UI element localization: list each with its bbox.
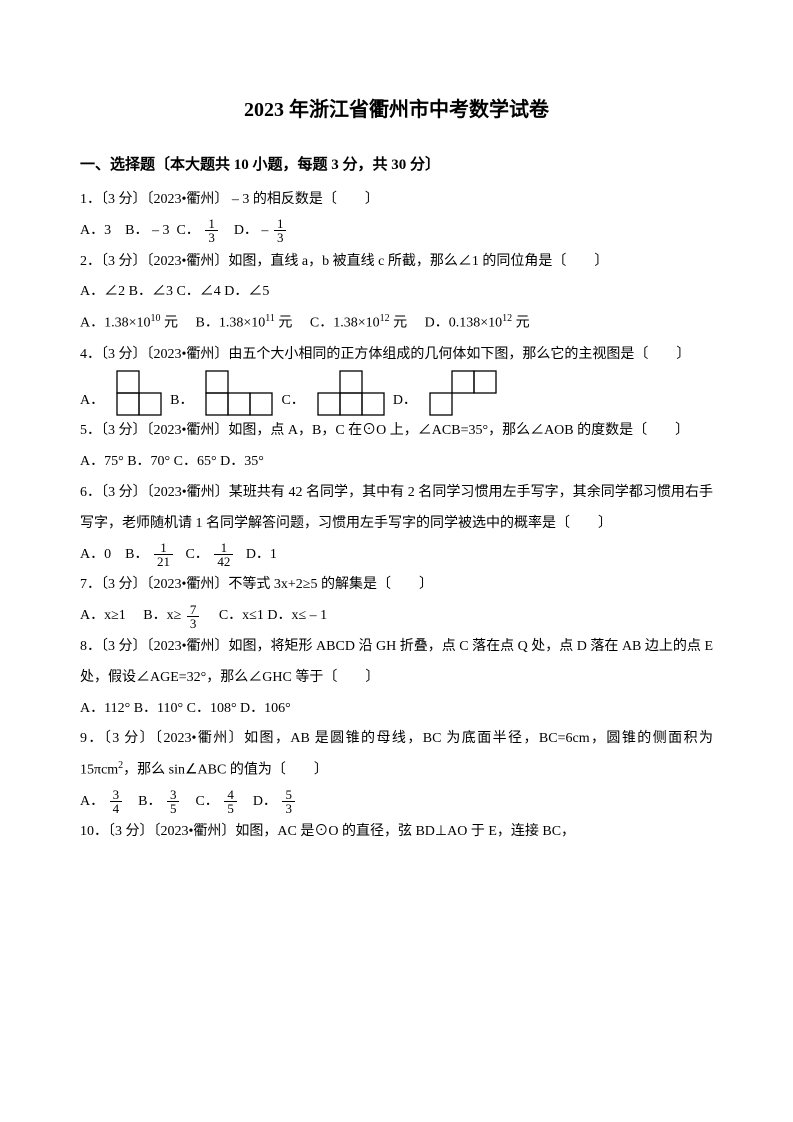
question-10: 10．〔3 分〕〔2023•衢州〕如图，AC 是⊙O 的直径，弦 BD⊥AO 于… [80,817,713,848]
q3-d: D．0.138×10 [425,316,503,331]
question-7: 7．〔3 分〕〔2023•衢州〕不等式 3x+2≥5 的解集是〔 〕 A．x≥1… [80,570,713,632]
q9-d-pre: D． [253,794,277,809]
q1-opt-a: A．3 [80,223,111,238]
q4-view-d-icon [429,370,497,416]
q3-a-unit: 元 [161,316,179,331]
q1-stem: 1．〔3 分〕〔2023•衢州〕 – 3 的相反数是〔 〕 [80,192,379,207]
exam-title: 2023 年浙江省衢州市中考数学试卷 [80,90,713,130]
q9-stem-p2: ，那么 sin∠ABC 的值为〔 〕 [123,763,328,778]
question-9: 9．〔3 分〕〔2023•衢州〕如图，AB 是圆锥的母线，BC 为底面半径，BC… [80,724,713,817]
fraction-icon: 35 [167,788,180,815]
q9-a-pre: A． [80,794,104,809]
q6-c-pre: C． [185,547,208,562]
fraction-icon: 53 [282,788,295,815]
q3-a: A．1.38×10 [80,316,151,331]
question-1: 1．〔3 分〕〔2023•衢州〕 – 3 的相反数是〔 〕 A．3 B． – 3… [80,185,713,247]
q4-view-c-icon [317,370,385,416]
section-1-header: 一、选择题〔本大题共 10 小题，每题 3 分，共 30 分〕 [80,150,713,180]
q3-d-exp: 12 [502,313,512,324]
q2-stem: 2．〔3 分〕〔2023•衢州〕如图，直线 a，b 被直线 c 所截，那么∠1 … [80,254,608,269]
q4-a-label: A． [80,386,104,417]
q1-opt-c-pre: C． [176,223,199,238]
q6-d: D．1 [246,547,277,562]
q8-stem: 8．〔3 分〕〔2023•衢州〕如图，将矩形 ABCD 沿 GH 折叠，点 C … [80,639,713,685]
fraction-icon: 13 [274,217,287,244]
q9-b-pre: B． [138,794,161,809]
q4-view-b-icon [205,370,273,416]
fraction-icon: 73 [187,603,200,630]
question-6: 6．〔3 分〕〔2023•衢州〕某班共有 42 名同学，其中有 2 名同学习惯用… [80,478,713,570]
q7-c: C．x≤1 [219,608,264,623]
q3-a-exp: 10 [151,313,161,324]
q4-c-label: C． [281,386,304,417]
q3-b-exp: 11 [265,313,275,324]
q7-a: A．x≥1 [80,608,126,623]
q5-stem: 5．〔3 分〕〔2023•衢州〕如图，点 A，B，C 在⊙O 上，∠ACB=35… [80,423,689,438]
q6-stem: 6．〔3 分〕〔2023•衢州〕某班共有 42 名同学，其中有 2 名同学习惯用… [80,485,713,531]
fraction-icon: 142 [214,541,233,568]
q1-opt-b: B． – 3 [125,223,169,238]
q3-c-exp: 12 [380,313,390,324]
q9-c-pre: C． [195,794,218,809]
q4-b-label: B． [170,386,193,417]
question-4: 4．〔3 分〕〔2023•衢州〕由五个大小相同的正方体组成的几何体如下图，那么它… [80,340,713,417]
q3-c: C．1.38×10 [310,316,380,331]
fraction-icon: 34 [110,788,123,815]
q7-b-pre: B．x≥ [143,608,181,623]
fraction-icon: 121 [154,541,173,568]
q6-b-pre: B． [125,547,148,562]
q10-stem: 10．〔3 分〕〔2023•衢州〕如图，AC 是⊙O 的直径，弦 BD⊥AO 于… [80,824,575,839]
fraction-icon: 45 [224,788,237,815]
q2-opts: A．∠2 B．∠3 C．∠4 D．∠5 [80,284,269,299]
q3-b-unit: 元 [275,316,293,331]
q3-b: B．1.38×10 [196,316,266,331]
q3-d-unit: 元 [512,316,530,331]
q6-a: A．0 [80,547,111,562]
q4-options-row: A． B． C． D． [80,370,497,416]
q8-opts: A．112° B．110° C．108° D．106° [80,701,291,716]
q4-d-label: D． [393,386,417,417]
question-2: 2．〔3 分〕〔2023•衢州〕如图，直线 a，b 被直线 c 所截，那么∠1 … [80,247,713,309]
question-5: 5．〔3 分〕〔2023•衢州〕如图，点 A，B，C 在⊙O 上，∠ACB=35… [80,416,713,478]
q4-stem: 4．〔3 分〕〔2023•衢州〕由五个大小相同的正方体组成的几何体如下图，那么它… [80,347,690,362]
question-8: 8．〔3 分〕〔2023•衢州〕如图，将矩形 ABCD 沿 GH 折叠，点 C … [80,632,713,724]
q3-c-unit: 元 [390,316,408,331]
question-3-opts: A．1.38×1010 元 B．1.38×1011 元 C．1.38×1012 … [80,308,713,339]
q4-view-a-icon [116,370,162,416]
fraction-icon: 13 [205,217,218,244]
q7-d: D．x≤ – 1 [267,608,327,623]
q5-opts: A．75° B．70° C．65° D．35° [80,454,264,469]
q7-stem: 7．〔3 分〕〔2023•衢州〕不等式 3x+2≥5 的解集是〔 〕 [80,577,433,592]
q1-opt-d-pre: D． – [234,223,269,238]
